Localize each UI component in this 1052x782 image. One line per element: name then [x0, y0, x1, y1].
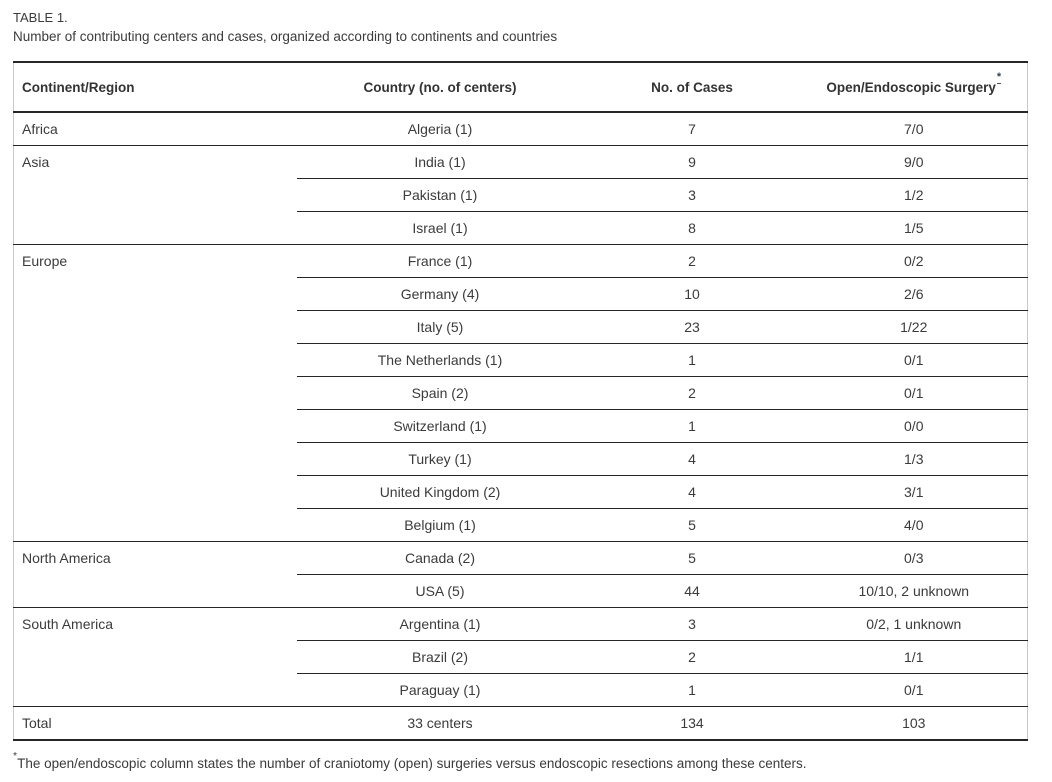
cases-cell: 5 [583, 541, 801, 575]
surgery-cell: 0/2, 1 unknown [800, 607, 1028, 641]
country-cell: USA (5) [296, 574, 584, 608]
cases-cell: 2 [583, 244, 801, 278]
table-row: South America Argentina (1) 3 0/2, 1 unk… [13, 607, 1028, 707]
country-cell: Paraguay (1) [296, 673, 584, 707]
surgery-cell: 4/0 [800, 508, 1028, 542]
footnote: *The open/endoscopic column states the n… [13, 750, 1039, 773]
footnote-marker: * [13, 749, 18, 762]
table-row: Belgium (1) 5 4/0 [14, 508, 1028, 542]
cases-cell: 8 [583, 211, 801, 245]
total-cases-cell: 134 [583, 706, 801, 740]
table-row: Africa Algeria (1) 7 7/0 [13, 111, 1028, 146]
country-cell: Spain (2) [296, 376, 584, 410]
continent-cell: North America [13, 541, 297, 608]
header-continent: Continent/Region [13, 62, 297, 113]
cases-cell: 2 [583, 640, 801, 674]
country-cell: Israel (1) [296, 211, 584, 245]
table-label: TABLE 1. [13, 10, 68, 25]
surgery-cell: 1/5 [800, 211, 1028, 245]
surgery-cell: 1/2 [800, 178, 1028, 212]
surgery-cell: 3/1 [800, 475, 1028, 509]
surgery-cell: 9/0 [800, 145, 1028, 179]
continent-cell: Africa [13, 111, 297, 146]
surgery-cell: 0/3 [800, 541, 1028, 575]
table-row: Pakistan (1) 3 1/2 [14, 178, 1028, 212]
country-cell: France (1) [296, 244, 584, 278]
country-cell: Algeria (1) [296, 111, 584, 146]
cases-cell: 5 [583, 508, 801, 542]
table-row: Turkey (1) 4 1/3 [14, 442, 1028, 476]
cases-cell: 9 [583, 145, 801, 179]
table-row: Israel (1) 8 1/5 [14, 211, 1028, 245]
table-row: United Kingdom (2) 4 3/1 [14, 475, 1028, 509]
cases-cell: 23 [583, 310, 801, 344]
country-cell: Brazil (2) [296, 640, 584, 674]
country-cell: Germany (4) [296, 277, 584, 311]
table-row: Spain (2) 2 0/1 [14, 376, 1028, 410]
table-row: USA (5) 44 10/10, 2 unknown [14, 574, 1028, 608]
cases-cell: 3 [583, 178, 801, 212]
surgery-cell: 1/22 [800, 310, 1028, 344]
header-surgery: Open/Endoscopic Surgery* [800, 62, 1028, 113]
table-caption: Number of contributing centers and cases… [13, 29, 558, 44]
country-cell: Turkey (1) [296, 442, 584, 476]
cases-cell: 1 [583, 673, 801, 707]
total-label-cell: Total [13, 706, 297, 740]
total-row: Total 33 centers 134 103 [13, 706, 1028, 740]
cases-cell: 3 [583, 607, 801, 641]
country-cell: Argentina (1) [296, 607, 584, 641]
country-cell: The Netherlands (1) [296, 343, 584, 377]
surgery-cell: 0/1 [800, 673, 1028, 707]
table-row: Europe France (1) 2 0/2 [13, 244, 1028, 542]
country-cell: Pakistan (1) [296, 178, 584, 212]
total-surgery-cell: 103 [800, 706, 1028, 740]
table-row: The Netherlands (1) 1 0/1 [14, 343, 1028, 377]
surgery-cell: 0/2 [800, 244, 1028, 278]
contributing-centers-table: Continent/Region Country (no. of centers… [13, 61, 1028, 741]
continent-cell: South America [13, 607, 297, 707]
surgery-cell: 10/10, 2 unknown [800, 574, 1028, 608]
table-row: Asia India (1) 9 9/0 [13, 145, 1028, 245]
cases-cell: 10 [583, 277, 801, 311]
footnote-text: The open/endoscopic column states the nu… [17, 756, 807, 771]
country-cell: India (1) [296, 145, 584, 179]
cases-cell: 7 [583, 111, 801, 146]
country-cell: United Kingdom (2) [296, 475, 584, 509]
surgery-cell: 1/1 [800, 640, 1028, 674]
country-cell: Switzerland (1) [296, 409, 584, 443]
surgery-cell: 0/1 [800, 343, 1028, 377]
country-cell: Canada (2) [296, 541, 584, 575]
header-country: Country (no. of centers) [296, 62, 584, 113]
continent-cell: Asia [13, 145, 297, 245]
surgery-cell: 2/6 [800, 277, 1028, 311]
surgery-cell: 0/1 [800, 376, 1028, 410]
country-cell: Belgium (1) [296, 508, 584, 542]
cases-cell: 1 [583, 343, 801, 377]
table-row: Germany (4) 10 2/6 [14, 277, 1028, 311]
cases-cell: 4 [583, 442, 801, 476]
table-row: Switzerland (1) 1 0/0 [14, 409, 1028, 443]
header-row: Continent/Region Country (no. of centers… [13, 62, 1028, 113]
table-row: Paraguay (1) 1 0/1 [14, 673, 1028, 707]
cases-cell: 1 [583, 409, 801, 443]
table-row: Brazil (2) 2 1/1 [14, 640, 1028, 674]
header-cases: No. of Cases [583, 62, 801, 113]
surgery-cell: 0/0 [800, 409, 1028, 443]
header-surgery-label: Open/Endoscopic Surgery [826, 79, 996, 95]
surgery-cell: 7/0 [800, 111, 1028, 146]
total-country-cell: 33 centers [296, 706, 584, 740]
table-row: North America Canada (2) 5 0/3 [13, 541, 1028, 608]
footnote-marker-link[interactable]: * [996, 71, 1002, 84]
cases-cell: 4 [583, 475, 801, 509]
continent-cell: Europe [13, 244, 297, 542]
country-cell: Italy (5) [296, 310, 584, 344]
surgery-cell: 1/3 [800, 442, 1028, 476]
cases-cell: 44 [583, 574, 801, 608]
table-row: Italy (5) 23 1/22 [14, 310, 1028, 344]
cases-cell: 2 [583, 376, 801, 410]
